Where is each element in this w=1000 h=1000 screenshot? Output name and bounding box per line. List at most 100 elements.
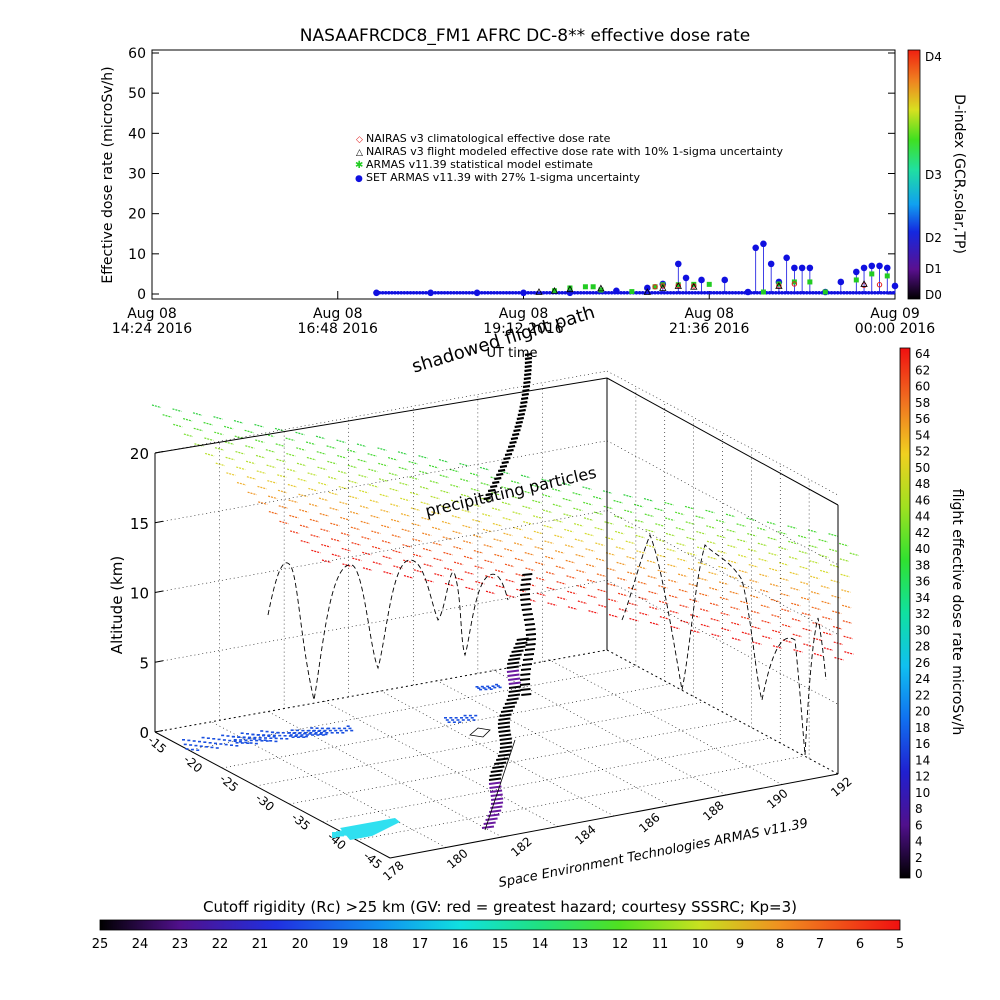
set-armas-baseline-point (873, 290, 877, 295)
flight-path-segment-mid (524, 623, 535, 626)
longitude-tick-label: 184 (572, 822, 599, 847)
dose-sheet-dash (387, 457, 398, 461)
rigidity-fleck-cyan (384, 821, 388, 828)
dose-sheet-dash (738, 569, 749, 574)
dose-sheet-dash (841, 589, 851, 593)
set-armas-point (566, 289, 574, 297)
armas-model-point (582, 284, 588, 290)
dose-sheet-dash (420, 501, 430, 506)
rigidity-fleck (254, 742, 258, 745)
dose-sheet-dash (369, 499, 380, 504)
dose-sheet-dash (390, 518, 401, 523)
flight-path-segment-mid (522, 658, 534, 661)
flight-path-segment-low (499, 733, 512, 737)
dose-sheet-dash (727, 544, 737, 549)
dose-sheet-dash (214, 431, 224, 436)
set-armas-point (853, 268, 860, 276)
flight-path-segment-high (522, 388, 530, 393)
flight-path-segment-mid (519, 593, 531, 596)
dose-sheet-dash (501, 501, 512, 506)
flight-path-segment-mid (519, 678, 531, 681)
dose-sheet-dash (649, 606, 659, 611)
floor-grid-line (322, 700, 559, 827)
dose-sheet-dash (647, 575, 657, 580)
dose-sheet-dash (545, 571, 556, 576)
floor-grid-line (434, 679, 671, 806)
dose-sheet-dash (562, 497, 572, 502)
rigidity-fleck (288, 735, 292, 737)
dose-sheet-dash (513, 526, 523, 531)
cutoff-rigidity-label: 6 (856, 937, 864, 952)
dose-sheet-dash (813, 653, 824, 657)
rigidity-fleck (248, 736, 251, 739)
dose-sheet-dash (501, 486, 511, 490)
dose-sheet-dash (769, 583, 780, 587)
rigidity-fleck (330, 732, 334, 734)
armas-model-point (629, 289, 635, 295)
flight-path-segment-high (513, 428, 521, 433)
rigidity-fleck (233, 740, 237, 742)
rigidity-fleck (278, 734, 282, 737)
flight-path-segment-high (507, 444, 516, 449)
dose-sheet-dash (485, 575, 495, 579)
dose-sheet-dash (236, 481, 247, 486)
right-wall-grid-line (606, 579, 839, 705)
set-armas-baseline-point (678, 290, 682, 295)
set-armas-point (860, 264, 868, 272)
set-armas-point (837, 278, 845, 286)
rigidity-fleck (344, 729, 348, 732)
legend-label-0: NAIRAS v3 climatological effective dose … (366, 132, 611, 145)
dose-sheet-dash (321, 543, 331, 548)
rigidity-fleck (460, 717, 463, 719)
dose-sheet-dash (482, 513, 492, 517)
dose-sheet-dash (287, 483, 298, 488)
dose-sheet-dash (820, 585, 831, 589)
dose-sheet-dash (482, 528, 493, 533)
rigidity-fleck (484, 688, 488, 691)
flight-path-segment-high (517, 412, 525, 417)
nairas-climatological-point (876, 282, 883, 288)
cutoff-rigidity-label: 12 (612, 937, 629, 952)
set-armas-baseline-point (702, 290, 707, 295)
set-armas-baseline-point (585, 290, 589, 295)
flight-path-segment-mid (523, 618, 534, 621)
dose-sheet-dash (546, 586, 556, 591)
dose-sheet-dash (801, 612, 812, 617)
rigidity-fleck (332, 727, 336, 730)
flight-path-segment-low (498, 729, 511, 733)
set-armas-baseline-point (402, 290, 407, 295)
rigidity-fleck (267, 735, 271, 737)
set-armas-baseline-point (699, 290, 704, 295)
rigidity-fleck (296, 729, 299, 732)
flight-path-segment-high (515, 420, 523, 425)
set-armas-baseline-point (634, 290, 639, 295)
set-armas-baseline-point (724, 290, 729, 295)
rigidity-fleck (449, 717, 453, 719)
dose-sheet-dash (636, 565, 647, 570)
dose-sheet-dash (543, 524, 553, 529)
set-armas-baseline-point (544, 290, 549, 295)
cutoff-rigidity-label: 25 (92, 937, 109, 952)
rigidity-fleck (498, 686, 502, 689)
dose-sheet-dash (522, 505, 532, 510)
latitude-tick-label: -30 (253, 791, 277, 814)
dose-sheet-dash (809, 560, 819, 564)
set-armas-baseline-point (668, 290, 673, 295)
dose-sheet-dash (493, 538, 503, 543)
dose-sheet-dash (505, 579, 515, 583)
rigidity-fleck (192, 740, 196, 742)
rigidity-fleck (182, 739, 185, 741)
cutoff-rigidity-label: 16 (452, 937, 469, 952)
set-armas-baseline-point (603, 290, 608, 295)
dose-sheet-dash (339, 501, 349, 506)
set-armas-baseline-point (609, 290, 614, 295)
flight-path-segment-low (516, 637, 529, 641)
set-armas-baseline-point (721, 290, 725, 295)
dose-sheet-dash (675, 527, 686, 531)
flight-path-segment-high (518, 408, 526, 413)
altitude-tick-mark (154, 451, 164, 454)
dose-sheet-dash (594, 526, 604, 531)
rigidity-fleck (235, 742, 239, 744)
set-armas-baseline-point (774, 290, 778, 295)
flight-path-segment-mid (525, 633, 537, 636)
